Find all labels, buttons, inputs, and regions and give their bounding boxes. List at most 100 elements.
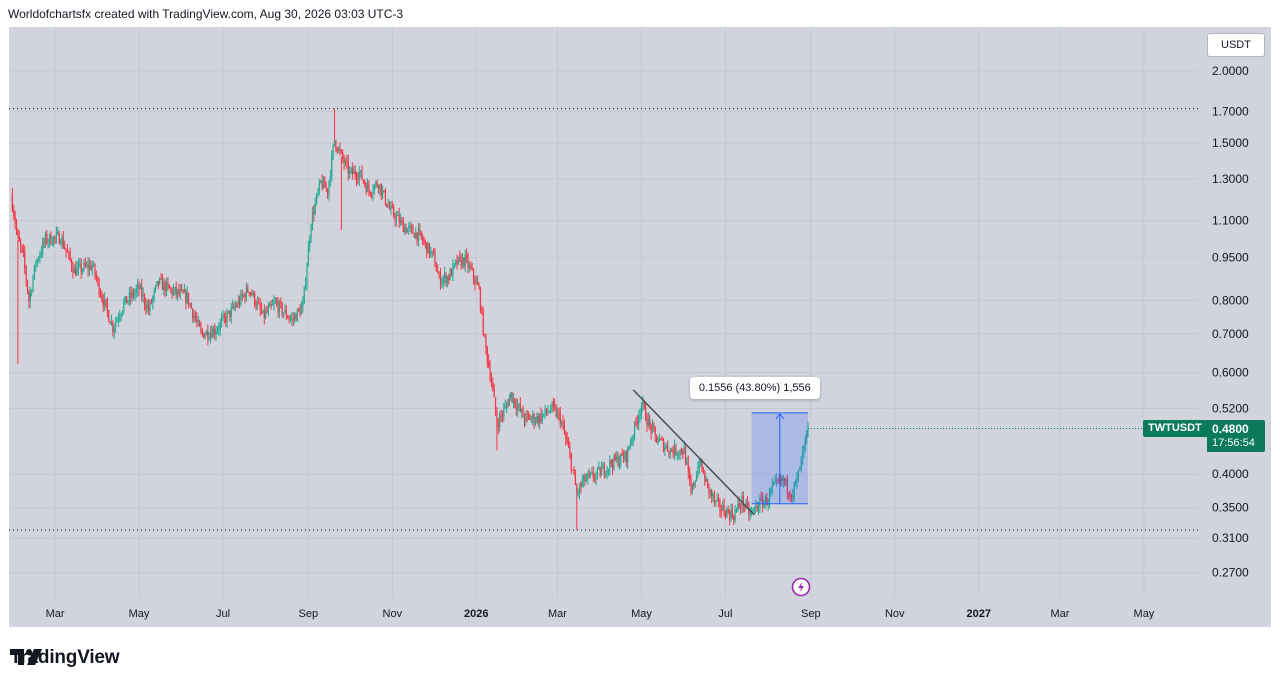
candle-body [181, 290, 183, 292]
candle-body [192, 308, 194, 318]
chart-area[interactable]: 2.0000 1.7000 1.5000 1.3000 1.1000 0.9500 0.80… [9, 27, 1271, 627]
candle-body [539, 414, 541, 424]
candle-body [150, 301, 153, 303]
candle-body [730, 509, 732, 519]
candle-body [376, 182, 378, 187]
candle-body [218, 328, 220, 330]
candle-body [533, 414, 535, 423]
candle-body [234, 305, 236, 308]
candle-body [562, 422, 564, 426]
candle-body [614, 455, 616, 460]
candle-body [536, 416, 538, 422]
candle-body [273, 302, 275, 305]
candle-body [472, 269, 475, 279]
candle-body [457, 256, 459, 265]
candle-body [552, 402, 554, 406]
candle-body [336, 148, 338, 152]
lightning-bolt [798, 582, 804, 592]
candle-body [427, 243, 429, 254]
candle-body [309, 239, 311, 247]
candle-body [306, 266, 308, 284]
candle-body [288, 318, 290, 320]
candles [11, 108, 809, 531]
candle-body [446, 276, 448, 284]
candle-body [728, 512, 731, 519]
candle-body [215, 331, 217, 335]
candle-body [778, 480, 780, 482]
candle-body [511, 392, 513, 402]
candle-body [84, 263, 86, 267]
candle-body [448, 276, 450, 280]
candle-body [570, 453, 572, 470]
candle-body [649, 418, 651, 425]
candle-body [128, 292, 130, 301]
currency-selector-button[interactable]: USDT [1207, 33, 1265, 57]
candle-body [711, 490, 713, 497]
candle-body [212, 328, 214, 338]
candle-body [375, 182, 377, 186]
candle-body [390, 206, 392, 210]
candle-body [428, 243, 431, 255]
candle-body [574, 474, 577, 486]
candle-body [584, 474, 586, 482]
candle-body [680, 449, 683, 453]
candle-body [731, 509, 733, 517]
candle-body [141, 285, 143, 297]
candle-body [113, 327, 115, 332]
candle-body [537, 416, 539, 424]
candle-body [316, 194, 318, 203]
candle-body [449, 270, 451, 280]
candle-body [627, 447, 629, 463]
candle-body [148, 305, 150, 311]
candle-body [159, 278, 161, 284]
candle-body [667, 445, 669, 452]
candle-body [767, 501, 769, 506]
candle-body [110, 321, 113, 325]
candle-body [558, 411, 560, 414]
candle-body [671, 449, 673, 452]
candlestick-chart[interactable]: 2.0000 1.7000 1.5000 1.3000 1.1000 0.9500 0.80… [9, 27, 1271, 627]
candle-body [126, 296, 128, 304]
candle-body [232, 305, 234, 308]
candle-body [555, 407, 557, 417]
candle-body [786, 479, 788, 493]
candle-body [505, 404, 508, 406]
candle-body [20, 241, 22, 247]
candle-body [554, 405, 556, 408]
candle-body [489, 366, 491, 379]
time-tick-label: May [129, 608, 150, 620]
candle-body [347, 161, 349, 174]
candle-body [292, 318, 294, 320]
price-tick-label: 0.3100 [1212, 531, 1249, 545]
candle-body [482, 310, 484, 335]
candle-body [720, 509, 722, 511]
candle-body [344, 160, 347, 164]
candle-body [278, 301, 281, 313]
candle-body [284, 309, 286, 313]
candle-body [66, 250, 69, 253]
candle-body [678, 453, 680, 455]
candle-body [687, 462, 689, 472]
candle-body [706, 479, 709, 484]
candle-body [616, 456, 618, 460]
candle-body [349, 170, 351, 174]
candle-body [525, 413, 527, 422]
candle-body [42, 241, 44, 253]
candle-body [695, 476, 698, 481]
time-tick-label: Jul [216, 608, 230, 620]
candle-body [689, 471, 691, 481]
candle-body [193, 316, 195, 318]
candle-body [700, 460, 702, 467]
candle-body [210, 332, 212, 338]
tradingview-logo[interactable]: TradingView [10, 647, 120, 669]
candle-body [138, 284, 140, 290]
candle-body [618, 462, 621, 466]
candle-body [803, 445, 805, 454]
candle-body [474, 278, 476, 284]
candle-body [633, 421, 636, 437]
candle-body [11, 194, 13, 211]
candle-body [672, 451, 674, 455]
candle-body [629, 444, 632, 448]
candle-body [274, 301, 276, 303]
candle-body [585, 478, 588, 482]
